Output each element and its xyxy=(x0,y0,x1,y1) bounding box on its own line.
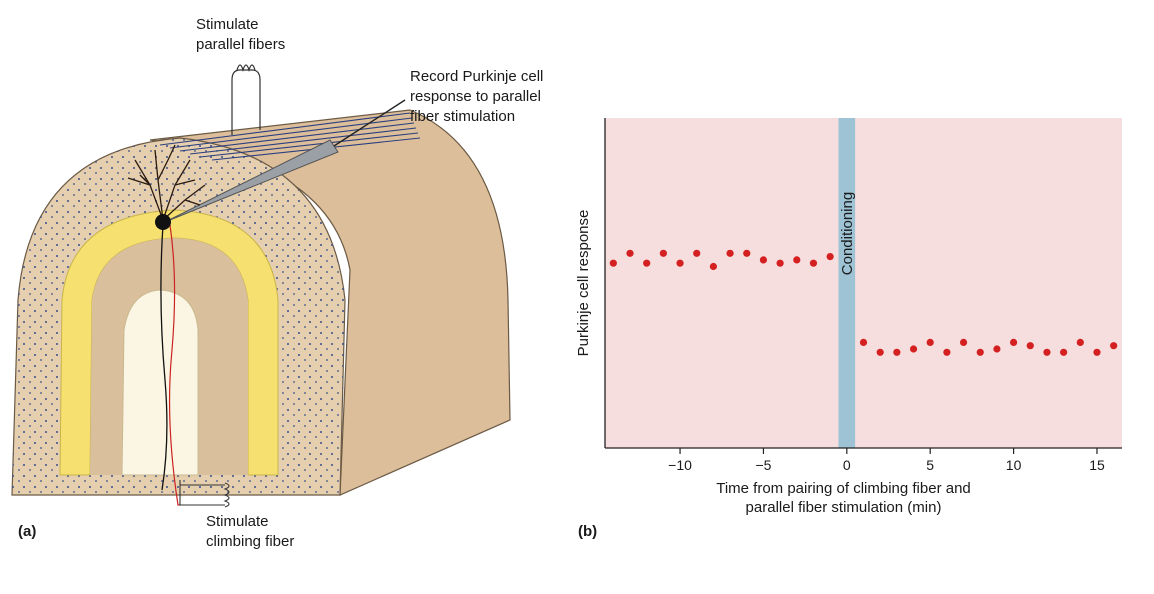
x-tick-label: 5 xyxy=(926,457,934,473)
data-point xyxy=(1009,338,1018,346)
data-point xyxy=(1026,342,1034,350)
purkinje-dendrites xyxy=(127,144,206,221)
plot-background xyxy=(605,118,1122,448)
data-point xyxy=(1093,348,1101,356)
data-point xyxy=(693,249,701,257)
data-point xyxy=(893,348,901,356)
data-point xyxy=(643,259,651,267)
label-stimulate-parallel-1: Stimulate xyxy=(196,16,259,33)
data-point xyxy=(976,348,984,356)
x-tick-label: −10 xyxy=(668,457,692,473)
data-point xyxy=(909,345,918,353)
y-axis-label: Purkinje cell response xyxy=(575,210,592,357)
label-stimulate-climbing-1: Stimulate xyxy=(206,513,269,530)
climbing-fiber xyxy=(168,224,180,506)
conditioning-label: Conditioning xyxy=(839,192,856,275)
cerebellum-diagram xyxy=(11,64,511,508)
x-tick-label: −5 xyxy=(755,457,771,473)
data-point xyxy=(876,348,884,356)
data-point xyxy=(809,259,818,267)
data-point xyxy=(793,256,801,264)
data-point xyxy=(609,259,617,267)
conditioning-band xyxy=(838,118,856,448)
data-point xyxy=(1076,338,1084,346)
x-tick-label: 15 xyxy=(1089,457,1105,473)
label-record-1: Record Purkinje cell xyxy=(410,68,544,85)
panel-a-label: (a) xyxy=(18,523,37,540)
panel-b-label: (b) xyxy=(578,523,598,540)
parallel-stim-electrode xyxy=(231,69,261,135)
data-point xyxy=(826,253,834,261)
purkinje-axon xyxy=(160,224,168,491)
data-point xyxy=(726,249,734,257)
data-point xyxy=(959,338,968,346)
label-stimulate-climbing-2: climbing fiber xyxy=(206,533,295,550)
data-point xyxy=(859,338,868,346)
label-record-2: response to parallel xyxy=(410,88,541,105)
data-point xyxy=(1110,342,1118,350)
label-stimulate-parallel-2: parallel fibers xyxy=(196,36,286,53)
x-axis-label: parallel fiber stimulation (min) xyxy=(746,499,942,516)
data-point xyxy=(993,345,1001,353)
purkinje-soma xyxy=(155,214,171,230)
data-point xyxy=(943,348,951,356)
data-point xyxy=(1043,348,1051,356)
data-point xyxy=(776,259,784,267)
data-point xyxy=(659,249,667,257)
data-point xyxy=(626,249,634,257)
label-record-3: fiber stimulation xyxy=(410,108,516,125)
purkinje-response-chart: Conditioning −10 −5 0 5 10 15 Time from pairing… xyxy=(575,118,1122,516)
data-point xyxy=(709,262,718,271)
data-point xyxy=(676,259,684,267)
data-point xyxy=(926,338,934,346)
x-axis-label: Time from pairing of climbing fiber and xyxy=(716,480,971,497)
climbing-stim-electrode xyxy=(179,480,225,506)
data-point xyxy=(743,249,751,257)
data-point xyxy=(1060,348,1068,356)
x-tick-label: 0 xyxy=(843,457,851,473)
data-point xyxy=(759,256,768,264)
white-matter xyxy=(121,289,199,476)
x-tick-label: 10 xyxy=(1006,457,1022,473)
